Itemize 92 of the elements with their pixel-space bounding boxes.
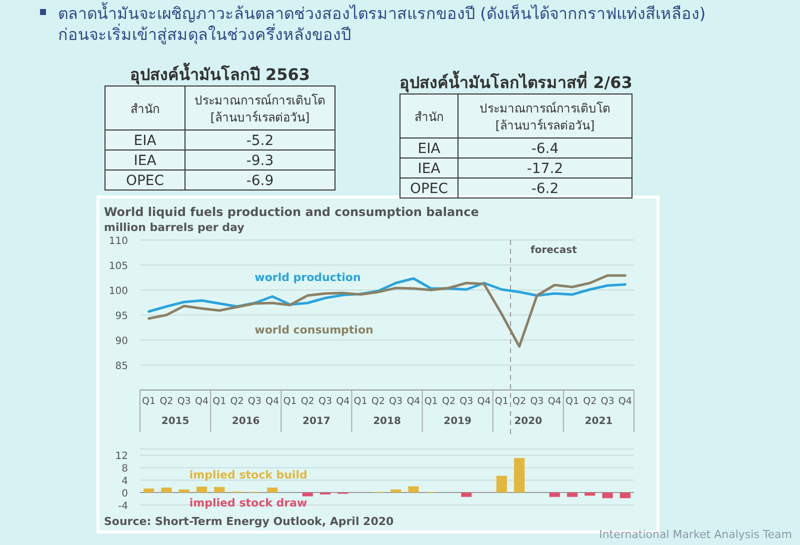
x-tick-label: Q1 — [494, 396, 508, 407]
x-tick-label: Q1 — [212, 396, 226, 407]
text: 2020 — [514, 416, 542, 427]
bar — [178, 489, 190, 493]
bar — [602, 492, 613, 498]
text: International Market Analysis Team — [599, 528, 792, 541]
series-label: world production — [254, 271, 361, 284]
x-tick-label: Q2 — [442, 396, 456, 407]
line-series — [148, 274, 626, 348]
annotation: forecast — [530, 245, 578, 256]
text: -6.9 — [246, 173, 274, 189]
x-tick-label: Q4 — [618, 396, 632, 407]
x-tick-label: Q4 — [548, 396, 562, 407]
x-tick-label: Q3 — [460, 396, 474, 407]
text: 2016 — [232, 416, 260, 427]
text: -6.2 — [531, 181, 559, 197]
x-tick-label: Q1 — [565, 396, 580, 407]
text: EIA — [134, 133, 157, 149]
text: IEA — [418, 161, 441, 177]
bar — [144, 488, 154, 493]
text: 2017 — [302, 416, 330, 427]
y-tick-label: 95 — [115, 311, 128, 322]
bar — [496, 476, 507, 493]
text: -6.4 — [531, 141, 559, 157]
y-tick-label: 90 — [115, 336, 128, 347]
text: IEA — [134, 153, 157, 169]
y-tick-label: 4 — [122, 476, 128, 488]
x-tick-label: Q1 — [424, 396, 438, 407]
bar — [584, 492, 596, 496]
text: 2019 — [444, 416, 472, 427]
x-tick-label: Q3 — [248, 396, 262, 407]
text: ประมาณการณ์การเติบโต [ล้านบาร์เรลต่อวัน] — [480, 102, 610, 132]
x-tick-label: Q2 — [230, 396, 244, 407]
series-label: implied stock draw — [189, 496, 308, 510]
y-tick-label: 105 — [108, 261, 128, 272]
text: สำนัก — [130, 102, 160, 116]
x-tick-label: Q3 — [530, 396, 544, 407]
x-tick-label: Q4 — [194, 396, 209, 407]
chart-title: World liquid fuels production and consumption balance — [104, 205, 479, 219]
x-tick-label: Q4 — [336, 396, 350, 407]
y-tick-label: 110 — [108, 236, 128, 247]
x-tick-label: Q4 — [477, 396, 491, 407]
text: OPEC — [410, 181, 448, 197]
text: อุปสงค์น้ำมันโลกปี 2563 — [130, 62, 310, 85]
text: อุปสงค์น้ำมันโลกไตรมาสที่ 2/63 — [400, 70, 632, 93]
bar — [214, 486, 225, 493]
bar — [566, 492, 578, 497]
bar — [408, 486, 419, 493]
bar — [161, 488, 172, 493]
bar — [461, 492, 472, 497]
y-tick-label: -4 — [118, 501, 128, 512]
text: EIA — [418, 141, 441, 157]
source-note: Source: Short-Term Energy Outlook, April 2020 — [104, 515, 394, 528]
x-tick-label: Q3 — [177, 396, 191, 407]
y-tick-label: 0 — [122, 488, 128, 500]
x-tick-label: Q2 — [512, 396, 526, 407]
text: -17.2 — [526, 161, 564, 177]
text: -5.2 — [246, 133, 274, 149]
x-tick-label: Q1 — [354, 396, 368, 407]
y-tick-label: 85 — [115, 361, 128, 372]
x-tick-label: Q3 — [318, 396, 332, 407]
y-axis-title: million barrels per day — [104, 221, 244, 234]
y-tick-label: 12 — [115, 451, 128, 462]
x-tick-label: Q3 — [389, 396, 403, 407]
text: ประมาณการณ์การเติบโต [ล้านบาร์เรลต่อวัน] — [194, 94, 326, 124]
bar — [196, 486, 208, 493]
text: 2015 — [161, 416, 190, 427]
x-tick-label: Q2 — [583, 396, 597, 407]
y-tick-label: 100 — [108, 286, 128, 297]
bar — [267, 488, 278, 493]
x-tick-label: Q2 — [160, 396, 174, 407]
x-tick-label: Q3 — [600, 396, 614, 407]
bar — [390, 489, 402, 493]
text: ตลาดน้ำมันจะเผชิญภาวะล้นตลาดช่วงสองไตรมาสแรกของปี (ดังเห็นได้จากกราฟแท่งสีเหลือง) ก่อนจะเริ่มเข้าสู่สมดุลในช่วงครึ่งหลังของปี — [58, 2, 706, 45]
x-tick-label: Q4 — [266, 396, 280, 407]
bar — [514, 458, 525, 493]
x-tick-label: Q2 — [371, 396, 385, 407]
text: OPEC — [126, 173, 164, 189]
text: 2021 — [584, 416, 613, 427]
series-label: implied stock build — [189, 468, 308, 482]
x-tick-label: Q4 — [406, 396, 420, 407]
text: 2018 — [373, 416, 401, 427]
bar — [302, 492, 313, 496]
x-tick-label: Q2 — [300, 396, 314, 407]
bar — [549, 492, 560, 497]
y-tick-label: 8 — [122, 464, 128, 475]
x-tick-label: Q1 — [142, 396, 156, 407]
bar — [620, 492, 630, 498]
series-label: world consumption — [254, 324, 374, 336]
x-tick-label: Q1 — [283, 396, 297, 407]
text: -9.3 — [246, 153, 274, 169]
text: สำนัก — [414, 110, 444, 124]
